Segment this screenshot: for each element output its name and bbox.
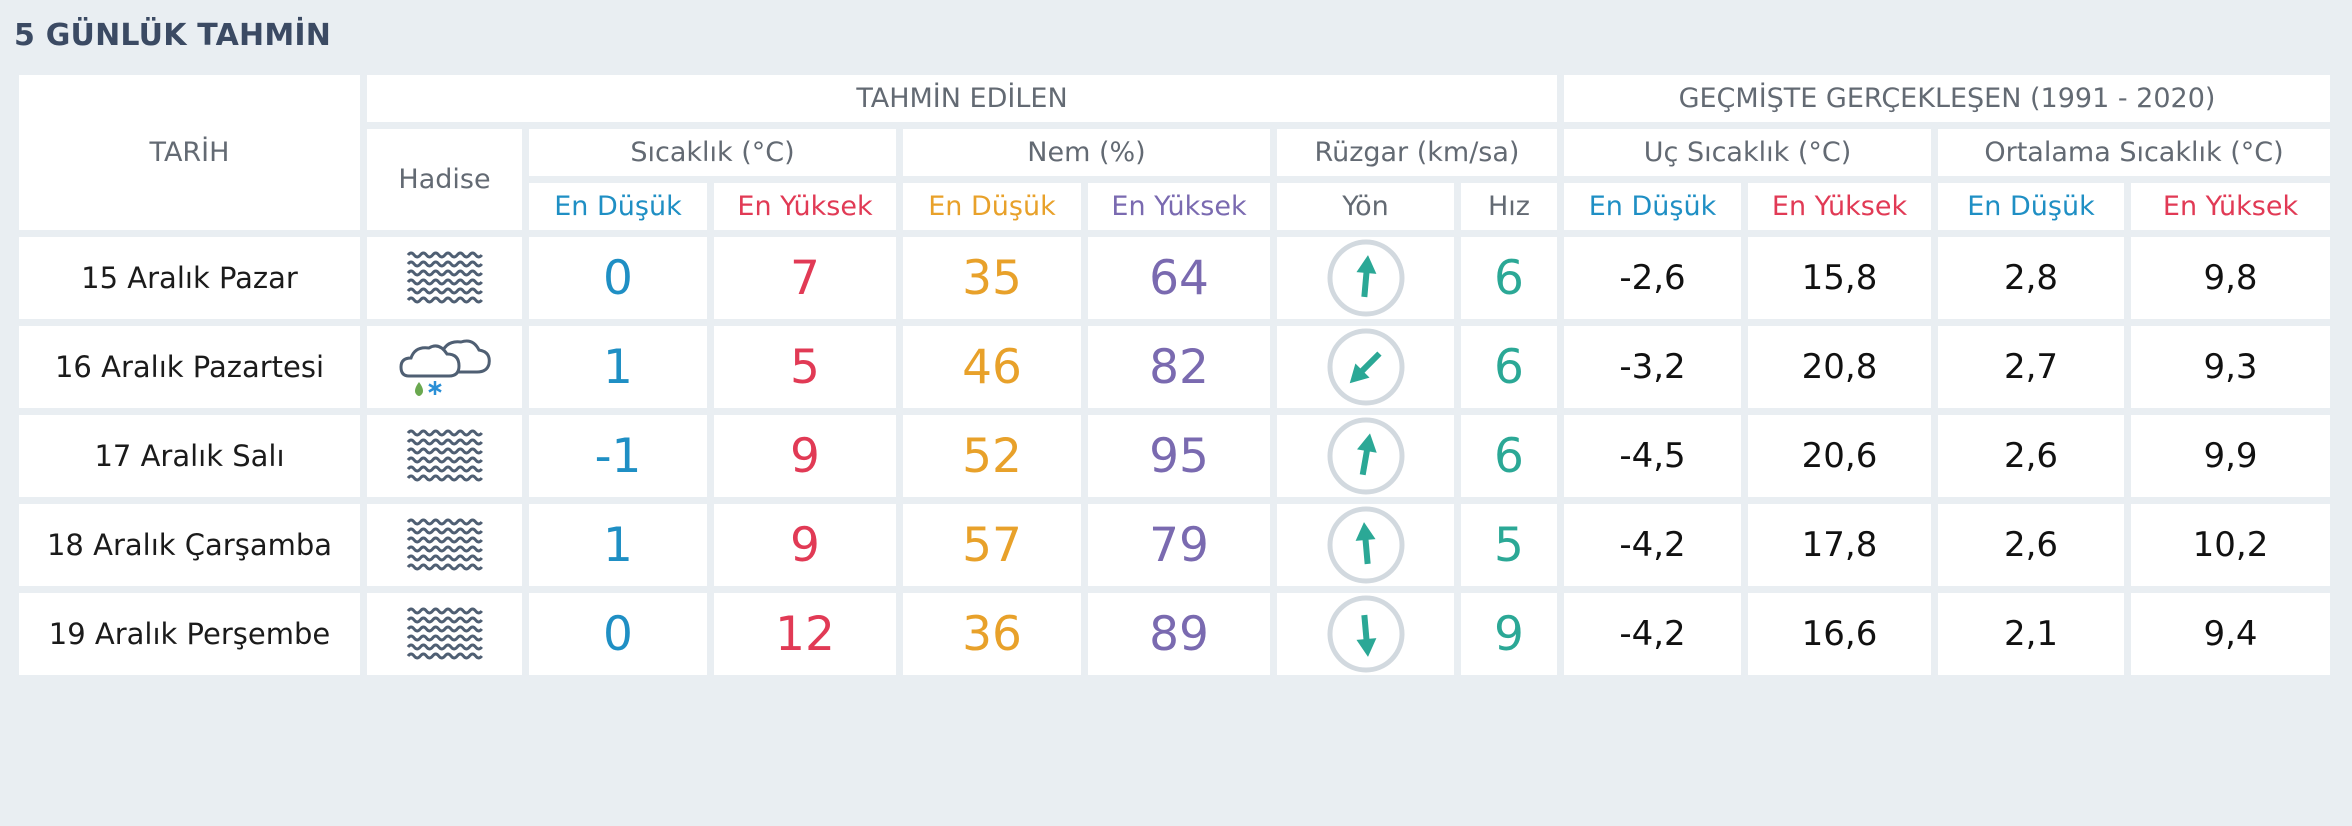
date-cell: 16 Aralık Pazartesi <box>19 326 360 408</box>
sleet-icon <box>398 339 491 396</box>
extreme-max-cell: 15,8 <box>1748 237 1931 319</box>
page-title: 5 GÜNLÜK TAHMİN <box>14 18 332 53</box>
wind-direction-cell <box>1277 593 1454 675</box>
temp-max-cell: 12 <box>714 593 896 675</box>
wind-direction-cell <box>1277 504 1454 586</box>
humidity-max-cell: 64 <box>1088 237 1270 319</box>
extreme-max-cell: 16,6 <box>1748 593 1931 675</box>
date-cell: 15 Aralık Pazar <box>19 237 360 319</box>
wind-speed-cell: 6 <box>1461 326 1557 408</box>
weather-condition-cell <box>367 593 522 675</box>
date-cell: 17 Aralık Salı <box>19 415 360 497</box>
average-min-cell: 2,8 <box>1938 237 2124 319</box>
temp-max-cell: 5 <box>714 326 896 408</box>
temp-max-cell: 9 <box>714 415 896 497</box>
header-gecmiste-gerceklesen: GEÇMİŞTE GERÇEKLEŞEN (1991 - 2020) <box>1564 75 2330 122</box>
humidity-min-cell: 46 <box>903 326 1081 408</box>
subheader-uc-en-dusuk: En Düşük <box>1564 183 1741 230</box>
temp-min-cell: -1 <box>529 415 707 497</box>
forecast-table: TARİH TAHMİN EDİLEN GEÇMİŞTE GERÇEKLEŞEN… <box>12 68 2337 682</box>
humidity-min-cell: 57 <box>903 504 1081 586</box>
fog-icon <box>406 518 483 571</box>
humidity-max-cell: 95 <box>1088 415 1270 497</box>
wind-speed-cell: 6 <box>1461 415 1557 497</box>
extreme-max-cell: 20,6 <box>1748 415 1931 497</box>
header-nem: Nem (%) <box>903 129 1270 176</box>
subheader-ruzgar-hiz: Hız <box>1461 183 1557 230</box>
subheader-sicaklik-en-dusuk: En Düşük <box>529 183 707 230</box>
temp-max-cell: 7 <box>714 237 896 319</box>
extreme-min-cell: -4,5 <box>1564 415 1741 497</box>
temp-min-cell: 0 <box>529 593 707 675</box>
temp-min-cell: 1 <box>529 504 707 586</box>
average-max-cell: 9,8 <box>2131 237 2330 319</box>
average-min-cell: 2,7 <box>1938 326 2124 408</box>
weather-condition-cell <box>367 415 522 497</box>
header-tahmin-edilen: TAHMİN EDİLEN <box>367 75 1557 122</box>
header-ortalama-sicaklik: Ortalama Sıcaklık (°C) <box>1938 129 2330 176</box>
wind-speed-cell: 6 <box>1461 237 1557 319</box>
humidity-min-cell: 36 <box>903 593 1081 675</box>
extreme-min-cell: -4,2 <box>1564 593 1741 675</box>
header-hadise: Hadise <box>367 129 522 230</box>
wind-direction-cell <box>1277 415 1454 497</box>
wind-direction-cell <box>1277 326 1454 408</box>
fog-icon <box>406 251 483 304</box>
header-uc-sicaklik: Uç Sıcaklık (°C) <box>1564 129 1931 176</box>
extreme-min-cell: -2,6 <box>1564 237 1741 319</box>
temp-max-cell: 9 <box>714 504 896 586</box>
subheader-nem-en-dusuk: En Düşük <box>903 183 1081 230</box>
subheader-ruzgar-yon: Yön <box>1277 183 1454 230</box>
table-row: 15 Aralık Pazar 0 7 35 64 6 -2,6 15,8 2,8 9,8 <box>19 237 2330 319</box>
wind-direction-cell <box>1277 237 1454 319</box>
subheader-ortalama-en-yuksek: En Yüksek <box>2131 183 2330 230</box>
fog-icon <box>406 429 483 482</box>
fog-icon <box>406 607 483 660</box>
extreme-max-cell: 17,8 <box>1748 504 1931 586</box>
average-max-cell: 9,4 <box>2131 593 2330 675</box>
extreme-min-cell: -4,2 <box>1564 504 1741 586</box>
wind-speed-cell: 5 <box>1461 504 1557 586</box>
header-sicaklik: Sıcaklık (°C) <box>529 129 896 176</box>
extreme-min-cell: -3,2 <box>1564 326 1741 408</box>
header-ruzgar: Rüzgar (km/sa) <box>1277 129 1557 176</box>
subheader-sicaklik-en-yuksek: En Yüksek <box>714 183 896 230</box>
date-cell: 19 Aralık Perşembe <box>19 593 360 675</box>
humidity-max-cell: 82 <box>1088 326 1270 408</box>
humidity-max-cell: 89 <box>1088 593 1270 675</box>
weather-condition-cell <box>367 237 522 319</box>
subheader-ortalama-en-dusuk: En Düşük <box>1938 183 2124 230</box>
table-row: 16 Aralık Pazartesi 1 5 46 82 6 -3,2 20,8 2,7 9,3 <box>19 326 2330 408</box>
temp-min-cell: 0 <box>529 237 707 319</box>
wind-direction-arrow-icon <box>1327 506 1404 584</box>
average-min-cell: 2,6 <box>1938 415 2124 497</box>
wind-direction-arrow-icon <box>1327 417 1404 495</box>
weather-condition-cell <box>367 504 522 586</box>
subheader-uc-en-yuksek: En Yüksek <box>1748 183 1931 230</box>
wind-speed-cell: 9 <box>1461 593 1557 675</box>
table-row: 17 Aralık Salı -1 9 52 95 6 -4,5 20,6 2,6 9,9 <box>19 415 2330 497</box>
table-row: 19 Aralık Perşembe 0 12 36 89 9 -4,2 16,6 2,1 9,4 <box>19 593 2330 675</box>
header-tarih: TARİH <box>19 75 360 230</box>
humidity-min-cell: 52 <box>903 415 1081 497</box>
average-max-cell: 9,3 <box>2131 326 2330 408</box>
wind-direction-arrow-icon <box>1327 595 1404 673</box>
extreme-max-cell: 20,8 <box>1748 326 1931 408</box>
temp-min-cell: 1 <box>529 326 707 408</box>
humidity-min-cell: 35 <box>903 237 1081 319</box>
weather-condition-cell <box>367 326 522 408</box>
humidity-max-cell: 79 <box>1088 504 1270 586</box>
wind-direction-arrow-icon <box>1327 328 1404 406</box>
table-row: 18 Aralık Çarşamba 1 9 57 79 5 -4,2 17,8 2,6 10,2 <box>19 504 2330 586</box>
wind-direction-arrow-icon <box>1327 239 1404 317</box>
average-max-cell: 10,2 <box>2131 504 2330 586</box>
average-min-cell: 2,1 <box>1938 593 2124 675</box>
average-min-cell: 2,6 <box>1938 504 2124 586</box>
average-max-cell: 9,9 <box>2131 415 2330 497</box>
date-cell: 18 Aralık Çarşamba <box>19 504 360 586</box>
subheader-nem-en-yuksek: En Yüksek <box>1088 183 1270 230</box>
